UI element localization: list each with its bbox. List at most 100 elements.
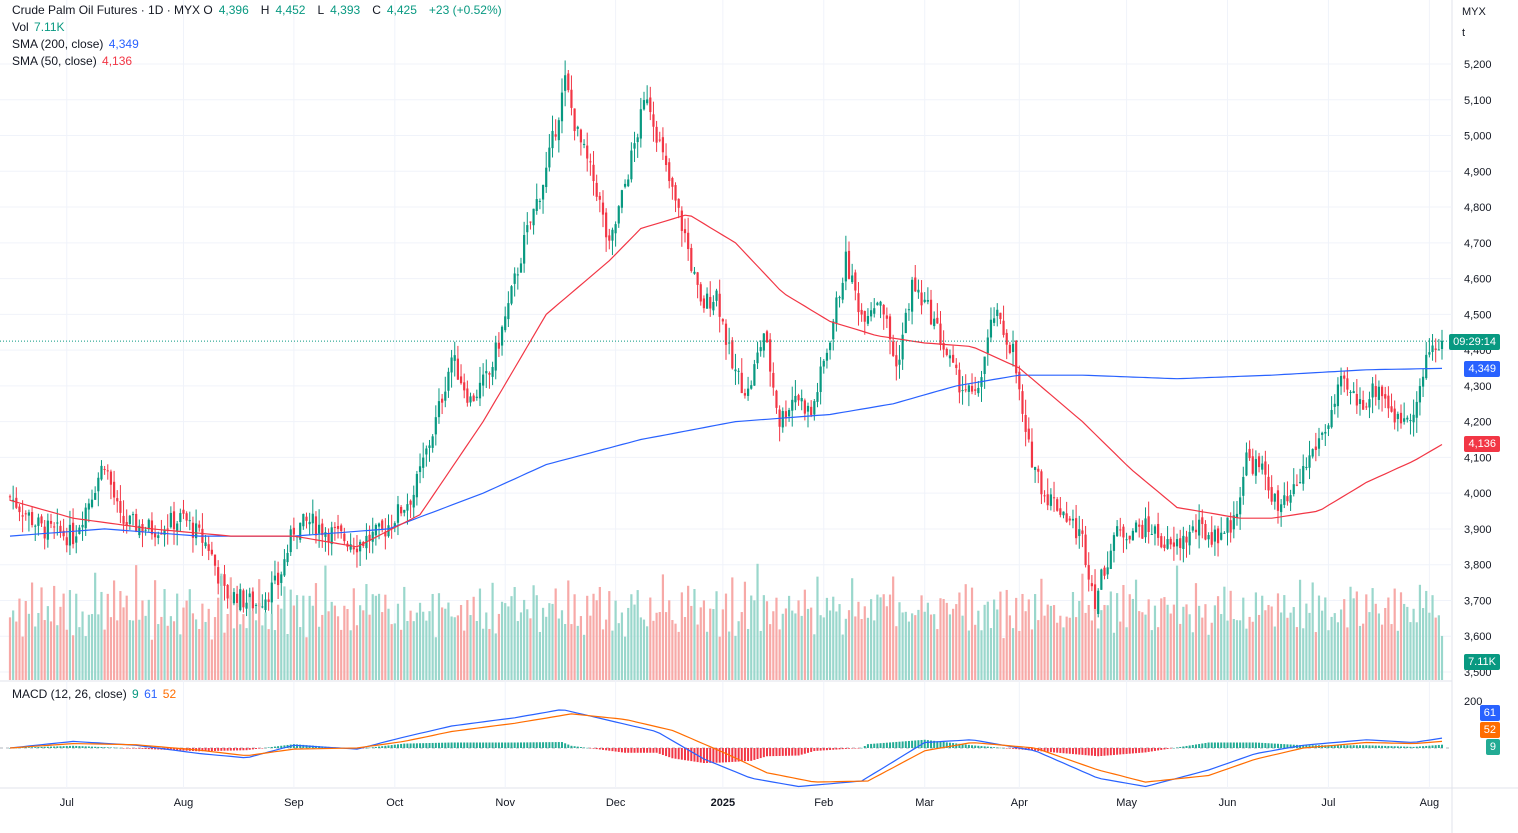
macd-histogram-bar: [1270, 743, 1273, 748]
volume-bar: [138, 619, 141, 680]
macd-histogram-bar: [977, 745, 980, 748]
macd-histogram-bar: [1094, 748, 1097, 756]
candle-body: [926, 300, 929, 302]
candle-body: [633, 143, 636, 149]
sma50-legend[interactable]: SMA (50, close) 4,136: [12, 54, 133, 68]
candle-body: [964, 389, 967, 391]
candle-body: [1412, 414, 1415, 423]
macd-histogram-bar: [485, 742, 488, 748]
candle-body: [292, 527, 295, 535]
volume-bar: [507, 606, 510, 680]
candle-body: [769, 339, 772, 372]
volume-bar: [374, 595, 377, 680]
volume-bar: [898, 602, 901, 680]
volume-bar: [532, 585, 535, 680]
candle-body: [352, 547, 355, 550]
volume-bar: [1339, 609, 1343, 680]
sma200-legend[interactable]: SMA (200, close) 4,349: [12, 37, 139, 51]
price-tick-label: 3,600: [1464, 631, 1492, 643]
volume-bar: [1194, 583, 1198, 680]
sma200-legend-value: 4,349: [108, 37, 139, 51]
volume-bar: [582, 634, 586, 680]
macd-histogram-bar: [1002, 748, 1005, 749]
volume-bar: [1027, 599, 1030, 680]
candle-body: [94, 492, 97, 500]
candle-body: [65, 537, 68, 546]
currency-unit[interactable]: MYX t: [1462, 6, 1486, 39]
volume-bar: [1128, 594, 1131, 680]
volume-bar: [699, 607, 702, 680]
candle-body: [1305, 466, 1308, 468]
macd-histogram-bar: [945, 742, 948, 748]
candle-body: [213, 554, 217, 566]
volume-bar: [769, 624, 772, 680]
volume-bar: [746, 628, 750, 680]
macd-histogram-bar: [453, 742, 456, 748]
macd-histogram-bar: [841, 748, 844, 750]
macd-histogram-bar: [589, 748, 592, 749]
macd-histogram-bar: [428, 743, 431, 748]
candle-body: [737, 370, 740, 372]
macd-histogram-bar: [239, 748, 242, 751]
candle-body: [21, 515, 24, 517]
volume-bar: [90, 614, 94, 680]
volume-bar: [201, 603, 204, 680]
symbol-title[interactable]: Crude Palm Oil Futures · 1D · MYX: [12, 3, 201, 17]
volume-bar: [1068, 617, 1071, 680]
macd-histogram-bar: [807, 748, 810, 753]
candle-body: [166, 528, 169, 530]
volume-bar: [172, 621, 176, 680]
macd-histogram-bar: [460, 742, 463, 748]
macd-histogram-bar: [971, 745, 974, 748]
volume-bar: [838, 604, 841, 680]
macd-histogram-bar: [1327, 745, 1330, 748]
macd-histogram-bar: [84, 746, 87, 748]
macd-histogram-bar: [296, 744, 299, 748]
candle-body: [832, 321, 835, 340]
macd-histogram-bar: [892, 742, 895, 748]
candle-body: [1093, 584, 1097, 612]
macd-legend[interactable]: MACD (12, 26, close) 9 61 52: [12, 687, 177, 701]
volume-bar: [1213, 605, 1216, 680]
volume-bar: [377, 593, 381, 680]
volume-bar: [277, 604, 280, 680]
candle-body: [188, 520, 191, 522]
macd-histogram-bar: [141, 748, 144, 749]
volume-bar: [1387, 597, 1390, 680]
volume-bar: [1147, 599, 1150, 680]
candle-body: [1333, 403, 1336, 407]
volume-legend[interactable]: Vol 7.11K: [12, 20, 65, 34]
candle-body: [422, 457, 425, 468]
ohlc-values: O 4,396 H 4,452 L 4,393 C 4,425 +23 (+0.52%): [203, 3, 502, 17]
volume-bar: [605, 619, 608, 680]
volume-bar: [1043, 615, 1046, 680]
volume-bar: [59, 606, 62, 680]
volume-bar: [1015, 597, 1018, 680]
volume-bar: [21, 636, 24, 680]
macd-histogram-bar: [1153, 748, 1156, 751]
macd-histogram-bar: [176, 748, 179, 751]
macd-histogram-bar: [652, 748, 655, 753]
candle-body: [1075, 518, 1078, 539]
price-countdown-tag: 09:29:14: [1449, 334, 1500, 350]
volume-bar: [513, 587, 516, 680]
low-value: 4,393: [330, 3, 361, 17]
candle-body: [1273, 493, 1276, 502]
macd-histogram-bar: [1276, 743, 1279, 748]
volume-bar: [1090, 620, 1093, 680]
volume-bar: [116, 620, 119, 680]
candle-body: [176, 523, 179, 531]
macd-histogram-bar: [390, 745, 393, 748]
volume-bar: [948, 614, 952, 680]
volume-bar: [598, 586, 601, 680]
volume-bar: [65, 629, 68, 680]
volume-bar: [687, 585, 690, 680]
macd-histogram-bar: [926, 740, 929, 748]
macd-histogram-bar: [1157, 748, 1160, 751]
candle-body: [210, 549, 213, 555]
candle-body: [810, 406, 813, 416]
candle-body: [100, 465, 103, 480]
candle-body: [245, 602, 248, 609]
macd-histogram-bar: [1374, 745, 1377, 748]
